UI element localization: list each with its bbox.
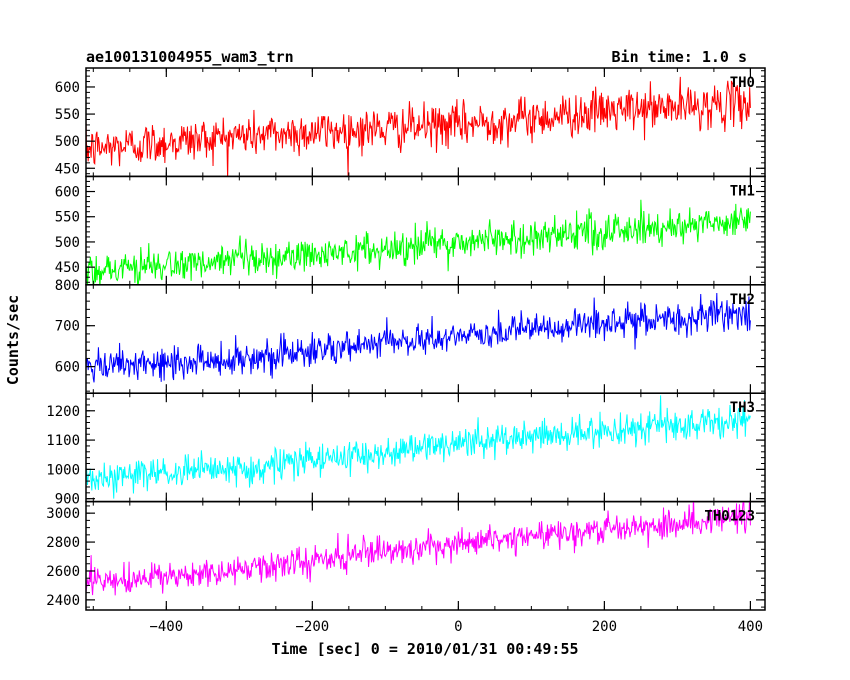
y-tick-label: 500 bbox=[55, 134, 80, 150]
panel-frame bbox=[85, 500, 766, 611]
panels-group: 450 500 550 600 TH0 450 500 550 600 TH1 600 700 800 T… bbox=[46, 67, 766, 611]
panel-th2: 600 700 800 TH2 bbox=[55, 278, 766, 394]
x-tick-label: 200 bbox=[592, 619, 617, 635]
x-tick-label: 400 bbox=[738, 619, 763, 635]
y-tick-label: 800 bbox=[55, 278, 80, 294]
panel-th0123: 2400 2600 2800 3000 TH0123 bbox=[46, 500, 766, 611]
x-axis-label: Time [sec] 0 = 2010/01/31 00:49:55 bbox=[271, 640, 578, 658]
x-tick-label: 0 bbox=[454, 619, 462, 635]
y-tick-label: 2400 bbox=[46, 593, 80, 609]
y-tick-label: 1000 bbox=[46, 462, 80, 478]
series-line-th2 bbox=[86, 292, 751, 383]
y-tick-label: 900 bbox=[55, 492, 80, 508]
panel-th3: 900 1000 1100 1200 TH3 bbox=[46, 392, 766, 508]
y-tick-label: 600 bbox=[55, 360, 80, 376]
panel-th0: 450 500 550 600 TH0 bbox=[55, 67, 766, 178]
y-axis-label: Counts/sec bbox=[4, 295, 22, 385]
y-tick-label: 2800 bbox=[46, 535, 80, 551]
series-line-th0123 bbox=[86, 501, 751, 596]
x-tick-label: −200 bbox=[295, 619, 329, 635]
chart-title-right: Bin time: 1.0 s bbox=[612, 48, 747, 66]
y-tick-label: 1100 bbox=[46, 433, 80, 449]
panel-label-th2: TH2 bbox=[730, 292, 755, 308]
y-tick-label: 3000 bbox=[46, 506, 80, 522]
x-tick-labels: −400 −200 0 200 400 bbox=[149, 619, 763, 635]
series-line-th3 bbox=[86, 395, 751, 499]
y-tick-label: 2600 bbox=[46, 564, 80, 580]
y-tick-label: 450 bbox=[55, 260, 80, 276]
panel-label-th0123: TH0123 bbox=[704, 509, 755, 525]
y-tick-label: 550 bbox=[55, 107, 80, 123]
y-tick-label: 450 bbox=[55, 161, 80, 177]
y-tick-label: 500 bbox=[55, 235, 80, 251]
y-tick-label: 600 bbox=[55, 80, 80, 96]
chart-title-left: ae100131004955_wam3_trn bbox=[86, 48, 294, 66]
x-tick-label: −400 bbox=[149, 619, 183, 635]
panel-label-th3: TH3 bbox=[730, 400, 755, 416]
y-tick-label: 700 bbox=[55, 319, 80, 335]
panel-label-th0: TH0 bbox=[730, 75, 755, 91]
y-tick-label: 550 bbox=[55, 210, 80, 226]
panel-frame bbox=[85, 284, 766, 394]
panel-label-th1: TH1 bbox=[730, 183, 755, 199]
y-tick-label: 1200 bbox=[46, 404, 80, 420]
series-line-th1 bbox=[86, 199, 751, 285]
series-line-th0 bbox=[86, 76, 751, 177]
panel-frame bbox=[85, 67, 766, 178]
y-tick-label: 600 bbox=[55, 185, 80, 201]
panel-th1: 450 500 550 600 TH1 bbox=[55, 175, 766, 286]
